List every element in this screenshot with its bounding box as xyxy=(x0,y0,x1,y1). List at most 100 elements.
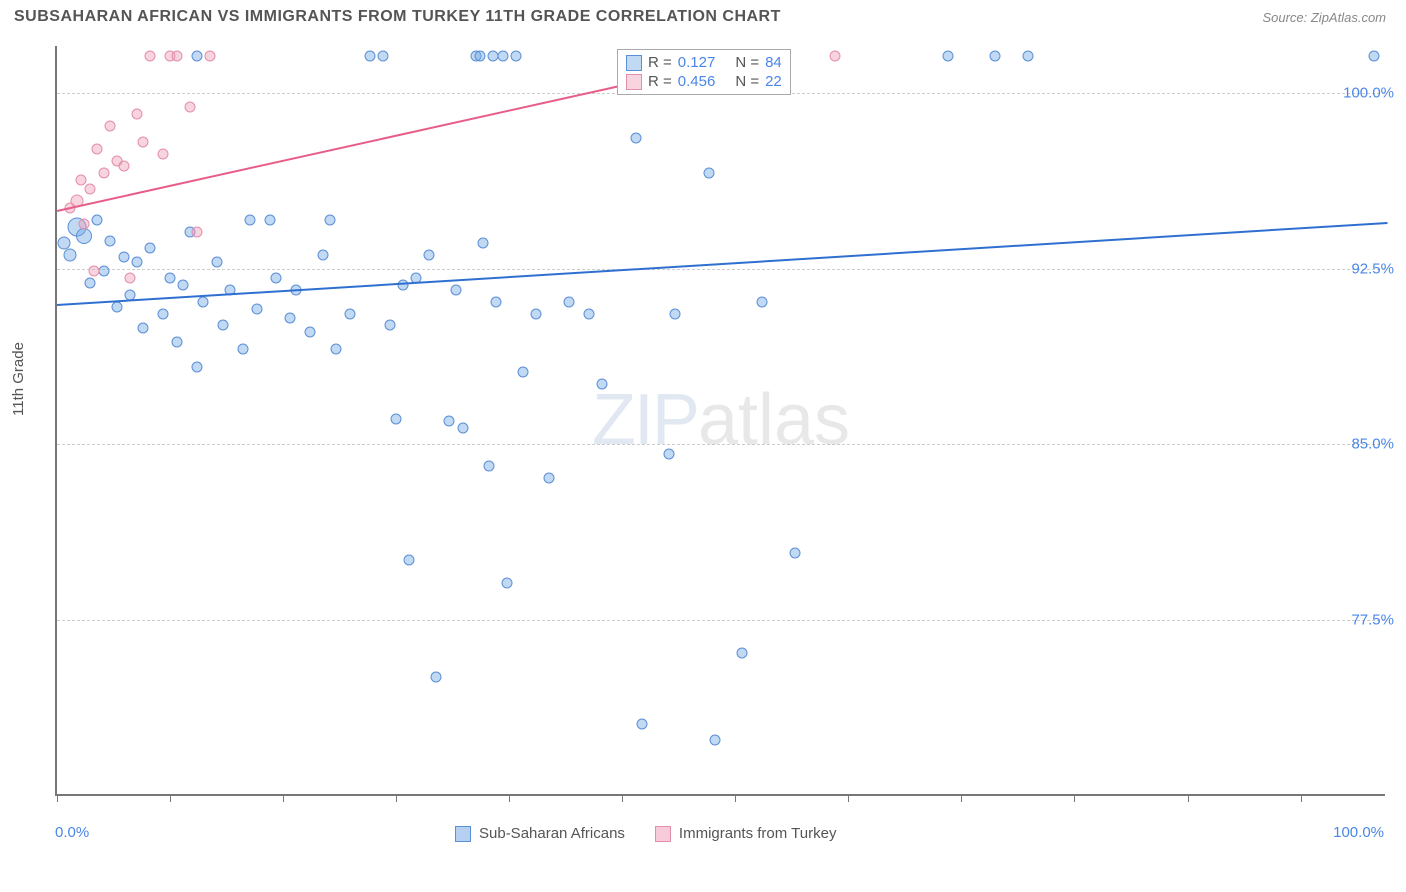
data-point-blue xyxy=(477,238,488,249)
data-point-blue xyxy=(145,242,156,253)
data-point-blue xyxy=(105,235,116,246)
chart-title: SUBSAHARAN AFRICAN VS IMMIGRANTS FROM TU… xyxy=(14,8,781,26)
data-point-blue xyxy=(404,554,415,565)
data-point-pink xyxy=(89,266,100,277)
x-tick xyxy=(396,794,397,802)
data-point-blue xyxy=(211,256,222,267)
x-tick xyxy=(509,794,510,802)
data-point-blue xyxy=(943,50,954,61)
data-point-blue xyxy=(131,256,142,267)
data-point-blue xyxy=(584,308,595,319)
data-point-pink xyxy=(75,174,86,185)
data-point-pink xyxy=(131,109,142,120)
data-point-pink xyxy=(191,226,202,237)
data-point-blue xyxy=(76,228,92,244)
stats-row-blue: R = 0.127 N = 84 xyxy=(626,53,782,72)
gridline xyxy=(57,620,1385,621)
data-point-blue xyxy=(497,50,508,61)
data-point-blue xyxy=(663,449,674,460)
chart-container: 11th Grade ZIPatlas R = 0.127 N = 84 R =… xyxy=(0,36,1406,886)
legend-swatch-blue xyxy=(455,826,471,842)
data-point-pink xyxy=(98,167,109,178)
x-tick xyxy=(170,794,171,802)
watermark-atlas: atlas xyxy=(698,380,850,460)
data-point-blue xyxy=(710,735,721,746)
data-point-blue xyxy=(377,50,388,61)
data-point-pink xyxy=(78,219,89,230)
data-point-blue xyxy=(444,416,455,427)
y-tick-label: 85.0% xyxy=(1351,436,1394,453)
data-point-blue xyxy=(451,285,462,296)
data-point-blue xyxy=(64,248,77,261)
data-point-blue xyxy=(364,50,375,61)
watermark-zip: ZIP xyxy=(592,380,698,460)
data-point-blue xyxy=(736,648,747,659)
legend-swatch-pink xyxy=(655,826,671,842)
chart-source: Source: ZipAtlas.com xyxy=(1262,10,1386,25)
data-point-blue xyxy=(165,273,176,284)
x-tick-right: 100.0% xyxy=(1333,824,1384,841)
r-value-blue: 0.127 xyxy=(678,54,716,71)
x-tick xyxy=(57,794,58,802)
y-tick-label: 92.5% xyxy=(1351,260,1394,277)
data-point-blue xyxy=(331,343,342,354)
y-tick-label: 100.0% xyxy=(1343,84,1394,101)
data-point-blue xyxy=(597,378,608,389)
data-point-blue xyxy=(474,50,485,61)
x-tick xyxy=(848,794,849,802)
data-point-blue xyxy=(244,214,255,225)
data-point-blue xyxy=(484,460,495,471)
data-point-blue xyxy=(1022,50,1033,61)
data-point-blue xyxy=(490,296,501,307)
data-point-pink xyxy=(830,50,841,61)
data-point-pink xyxy=(91,144,102,155)
data-point-blue xyxy=(384,320,395,331)
data-point-pink xyxy=(185,102,196,113)
trend-line-blue xyxy=(57,222,1387,306)
data-point-blue xyxy=(138,322,149,333)
watermark: ZIPatlas xyxy=(592,379,850,461)
data-point-blue xyxy=(431,671,442,682)
data-point-pink xyxy=(125,273,136,284)
data-point-blue xyxy=(324,214,335,225)
data-point-blue xyxy=(218,320,229,331)
data-point-blue xyxy=(178,280,189,291)
n-value-blue: 84 xyxy=(765,54,782,71)
n-value-pink: 22 xyxy=(765,73,782,90)
x-tick xyxy=(622,794,623,802)
data-point-blue xyxy=(238,343,249,354)
data-point-blue xyxy=(191,362,202,373)
data-point-blue xyxy=(198,296,209,307)
stats-legend: R = 0.127 N = 84 R = 0.456 N = 22 xyxy=(617,49,791,95)
data-point-blue xyxy=(344,308,355,319)
data-point-blue xyxy=(530,308,541,319)
plot-area: ZIPatlas R = 0.127 N = 84 R = 0.456 N = … xyxy=(55,46,1385,796)
data-point-blue xyxy=(457,423,468,434)
data-point-pink xyxy=(105,121,116,132)
gridline xyxy=(57,269,1385,270)
legend-item-pink: Immigrants from Turkey xyxy=(655,825,837,842)
data-point-blue xyxy=(158,308,169,319)
data-point-blue xyxy=(510,50,521,61)
data-point-blue xyxy=(251,303,262,314)
data-point-blue xyxy=(564,296,575,307)
data-point-blue xyxy=(171,336,182,347)
data-point-blue xyxy=(790,547,801,558)
data-point-blue xyxy=(111,301,122,312)
data-point-blue xyxy=(304,327,315,338)
data-point-pink xyxy=(85,184,96,195)
data-point-blue xyxy=(424,249,435,260)
data-point-blue xyxy=(630,132,641,143)
data-point-pink xyxy=(138,137,149,148)
data-point-blue xyxy=(271,273,282,284)
data-point-blue xyxy=(264,214,275,225)
y-axis-label: 11th Grade xyxy=(10,342,27,416)
chart-header: SUBSAHARAN AFRICAN VS IMMIGRANTS FROM TU… xyxy=(0,0,1406,36)
data-point-blue xyxy=(544,472,555,483)
legend-label-pink: Immigrants from Turkey xyxy=(679,825,837,842)
data-point-pink xyxy=(171,50,182,61)
r-value-pink: 0.456 xyxy=(678,73,716,90)
data-point-pink xyxy=(118,160,129,171)
data-point-blue xyxy=(703,167,714,178)
data-point-blue xyxy=(1368,50,1379,61)
